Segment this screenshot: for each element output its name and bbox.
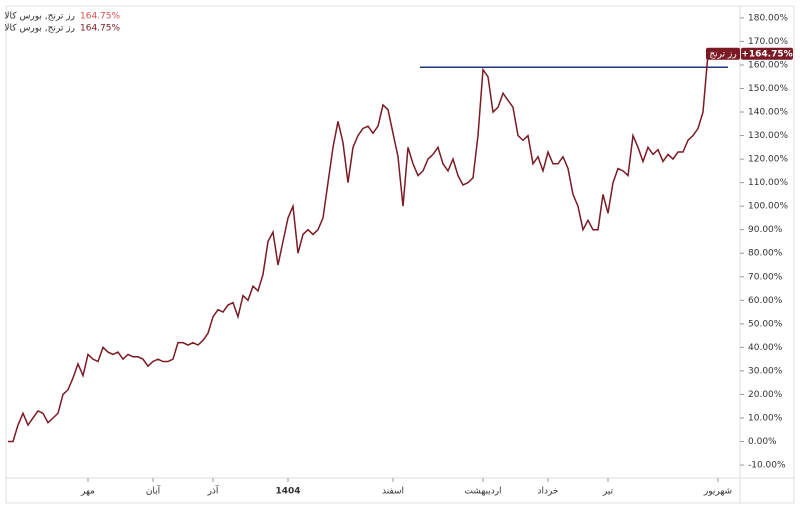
y-tick-label: 160.00% — [748, 60, 788, 70]
y-tick-label: 50.00% — [748, 319, 783, 329]
x-tick-label: اردیبهشت — [464, 487, 501, 497]
y-tick-label: 150.00% — [748, 84, 788, 94]
y-tick-label: 30.00% — [748, 366, 783, 376]
y-tick-label: 60.00% — [748, 296, 783, 306]
series-line — [8, 53, 709, 443]
y-tick-label: 120.00% — [748, 155, 788, 165]
y-tick-label: 90.00% — [748, 225, 783, 235]
x-tick-label: آبان — [146, 485, 161, 497]
frame — [5, 5, 795, 504]
y-tick-label: 170.00% — [748, 37, 788, 47]
x-tick-label: خرداد — [537, 487, 558, 497]
y-tick-label: 40.00% — [748, 343, 783, 353]
x-tick-label: شهریور — [703, 487, 732, 497]
legend-value: 164.75% — [80, 12, 120, 22]
y-tick-label: 100.00% — [748, 202, 788, 212]
y-tick-label: 140.00% — [748, 108, 788, 118]
y-tick-label: 110.00% — [748, 178, 788, 188]
x-tick-label: 1404 — [275, 487, 300, 497]
y-tick-label: 10.00% — [748, 413, 783, 423]
y-tick-label: 130.00% — [748, 131, 788, 141]
x-tick-label: تیر — [602, 487, 614, 497]
x-tick-label: مهر — [80, 487, 95, 497]
y-tick-label: 70.00% — [748, 272, 783, 282]
legend-name: رز ترنج, بورس کالا — [4, 24, 75, 34]
y-tick-label: -10.00% — [748, 461, 786, 471]
legend-value: 164.75% — [80, 24, 120, 34]
tag-name-box — [706, 47, 740, 60]
y-tick-label: 20.00% — [748, 390, 783, 400]
x-tick-label: اسفند — [382, 487, 404, 497]
tag-value: +164.75% — [741, 49, 792, 59]
legend-name: رز ترنج, بورس کالا — [4, 12, 75, 22]
y-tick-label: 0.00% — [748, 437, 777, 447]
tag-name: رز ترنج — [709, 49, 736, 59]
x-tick-label: آذر — [207, 485, 219, 497]
tag-value-box — [741, 47, 793, 60]
y-tick-label: 180.00% — [748, 13, 788, 23]
y-tick-label: 80.00% — [748, 249, 783, 259]
